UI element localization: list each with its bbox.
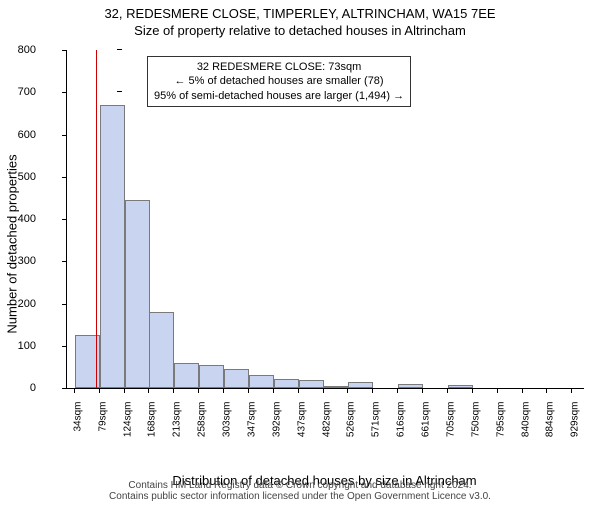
y-tick-label: 800 <box>18 44 36 56</box>
y-tick-mark <box>62 135 67 136</box>
y-tick-label: 500 <box>18 171 36 183</box>
footer-line-1: Contains HM Land Registry data © Crown c… <box>109 480 491 491</box>
annotation-line-1: 32 REDESMERE CLOSE: 73sqm <box>154 60 404 74</box>
y-tick-mark <box>62 50 67 51</box>
y-tick-mark <box>62 346 67 347</box>
y-tick-label: 200 <box>18 298 36 310</box>
annotation-line-3: 95% of semi-detached houses are larger (… <box>154 89 404 103</box>
histogram-bar <box>224 369 249 388</box>
chart-container: Number of detached properties 0100200300… <box>38 50 583 438</box>
chart-title-main: 32, REDESMERE CLOSE, TIMPERLEY, ALTRINCH… <box>0 6 600 21</box>
y-tick-label: 400 <box>18 213 36 225</box>
y-tick-label: 300 <box>18 255 36 267</box>
histogram-bar <box>274 379 299 388</box>
histogram-bar <box>249 375 274 388</box>
footer-attribution: Contains HM Land Registry data © Crown c… <box>109 480 491 502</box>
annotation-line-2: ← 5% of detached houses are smaller (78) <box>154 74 404 88</box>
y-tick-label: 0 <box>30 382 36 394</box>
histogram-bar <box>149 312 174 388</box>
plot-area: 32 REDESMERE CLOSE: 73sqm ← 5% of detach… <box>66 50 584 389</box>
histogram-bar <box>199 365 224 388</box>
y-tick-label: 600 <box>18 129 36 141</box>
property-marker-line <box>96 50 97 388</box>
histogram-bar <box>100 105 125 388</box>
annotation-box: 32 REDESMERE CLOSE: 73sqm ← 5% of detach… <box>147 56 411 107</box>
y-tick-mark <box>62 261 67 262</box>
chart-title-sub: Size of property relative to detached ho… <box>0 23 600 38</box>
y-tick-label: 100 <box>18 340 36 352</box>
histogram-bar <box>299 380 324 388</box>
y-tick-mark <box>62 219 67 220</box>
histogram-bar <box>174 363 199 388</box>
y-tick-mark <box>62 304 67 305</box>
y-tick-mark <box>62 92 67 93</box>
y-tick-label: 700 <box>18 86 36 98</box>
y-tick-mark <box>62 177 67 178</box>
footer-line-2: Contains public sector information licen… <box>109 491 491 502</box>
histogram-bar <box>125 200 150 388</box>
